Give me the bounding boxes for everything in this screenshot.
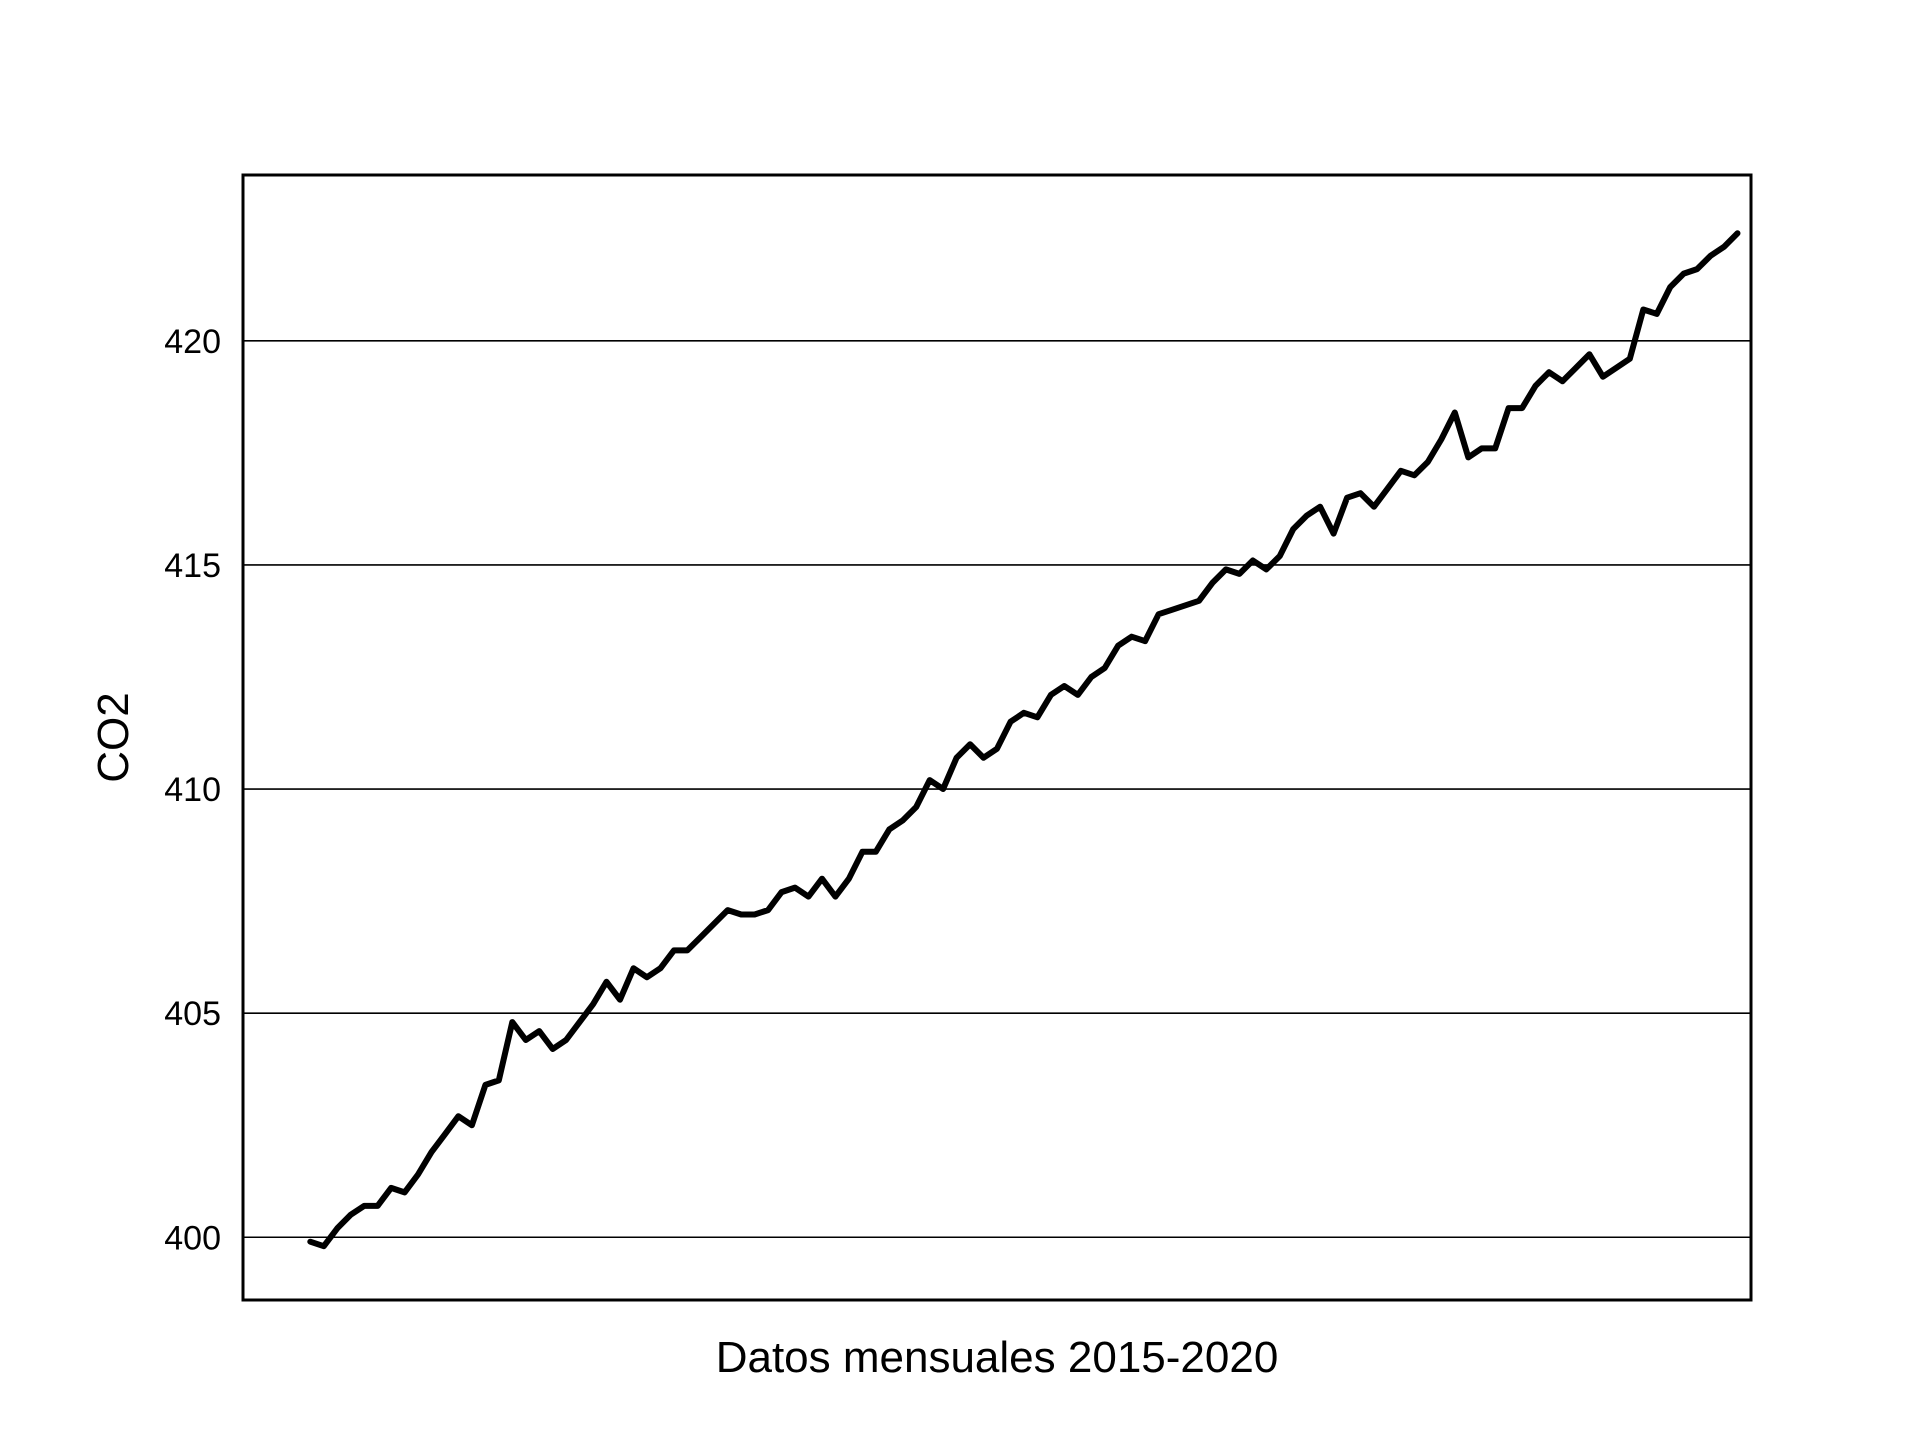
plot-frame [241,173,1753,1302]
y-tick-labels: 400 405 410 415 420 [164,323,221,1257]
y-tick-label-415: 415 [164,547,221,585]
y-tick-label-420: 420 [164,323,221,361]
y-tick-label-400: 400 [164,1219,221,1257]
gridlines [243,340,1751,1239]
y-axis-title: CO2 [89,692,138,782]
x-axis-title: Datos mensuales 2015-2020 [716,1333,1279,1382]
co2-series-line [307,230,1741,1250]
y-tick-label-405: 405 [164,995,221,1033]
y-tick-label-410: 410 [164,771,221,809]
